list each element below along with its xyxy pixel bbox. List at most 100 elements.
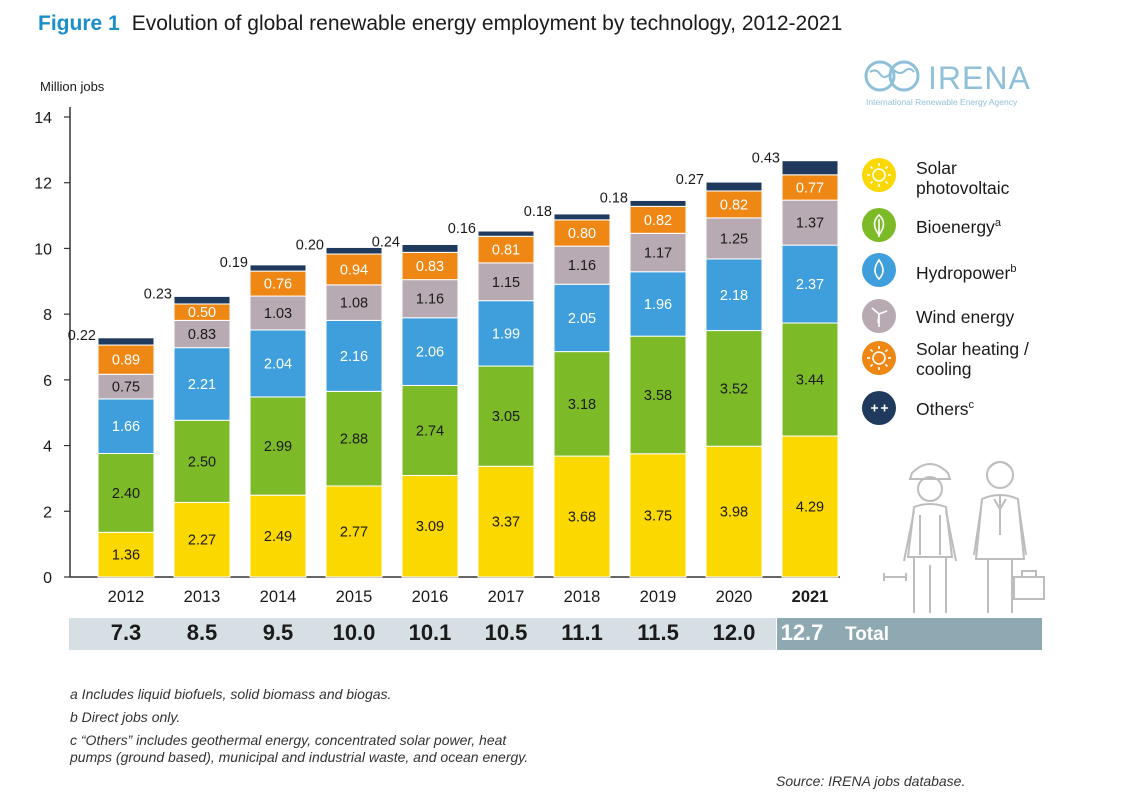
data-label: 2.40 (112, 486, 140, 502)
data-label: 3.68 (568, 510, 596, 526)
x-tick-label: 2017 (488, 588, 525, 606)
data-label: 1.16 (416, 292, 444, 308)
data-label: 0.23 (144, 286, 172, 302)
data-label: 0.77 (796, 180, 824, 196)
x-tick-label: 2021 (792, 588, 829, 606)
plus-minus-icon (862, 391, 896, 425)
totals-label: Total (845, 624, 889, 645)
footnote-a: a Includes liquid biofuels, solid biomas… (70, 686, 392, 702)
legend-label: Wind energy (916, 307, 1015, 327)
data-label: 0.83 (188, 327, 216, 343)
data-label: 1.16 (568, 258, 596, 274)
logo-subtitle: International Renewable Energy Agency (866, 97, 1018, 107)
bar-segment (325, 390, 383, 487)
data-label: 3.09 (416, 519, 444, 535)
bar-segment (553, 213, 611, 221)
bar-segment (705, 181, 763, 192)
total-value: 10.0 (332, 620, 376, 645)
bar-segment (477, 300, 535, 367)
total-value: 9.5 (262, 620, 294, 645)
bar-segment (553, 245, 611, 285)
total-value: 10.1 (408, 620, 452, 645)
data-label: 1.08 (340, 296, 368, 312)
legend-item-solar-pv: Solar photovoltaic (862, 155, 1082, 198)
y-tick-label: 14 (34, 110, 52, 127)
bar-segment (97, 531, 155, 578)
x-tick-label: 2019 (640, 588, 677, 606)
total-value: 11.1 (561, 620, 603, 645)
bar-segment (553, 283, 611, 353)
data-label: 0.75 (112, 380, 140, 396)
data-label: 0.81 (492, 243, 520, 259)
figure-title-text: Evolution of global renewable energy emp… (131, 12, 843, 35)
legend-item-wind: Wind energy (862, 299, 1082, 339)
data-label: 1.36 (112, 548, 140, 564)
x-tick-label: 2012 (108, 588, 145, 606)
data-label: 2.16 (340, 349, 368, 365)
data-label: 0.82 (720, 197, 748, 213)
logo-name: IRENA (928, 60, 1031, 96)
bar-segment (97, 373, 155, 400)
bar-segment (401, 251, 459, 281)
bar-segment (781, 199, 839, 246)
legend-label: Bioenergya (916, 216, 1001, 237)
y-axis-label: Million jobs (40, 79, 105, 94)
data-label: 0.83 (416, 259, 444, 275)
data-label: 1.25 (720, 231, 748, 247)
footnote-c: c “Others” includes geothermal energy, c… (70, 732, 529, 765)
legend-label: Hydropowerb (916, 262, 1017, 283)
total-value: 7.3 (110, 620, 142, 645)
data-label: 0.16 (448, 221, 476, 237)
legend-item-bioenergy: Bioenergya (862, 205, 1082, 245)
bar-segment (629, 271, 687, 337)
y-tick-label: 6 (43, 373, 52, 390)
water-drop-icon (862, 253, 896, 287)
data-label: 0.80 (568, 226, 596, 242)
totals-band-highlight (777, 618, 1042, 650)
bar-segment (401, 384, 459, 476)
bar-segment (629, 199, 687, 207)
data-label: 1.37 (796, 216, 824, 232)
y-tick-label: 8 (43, 307, 52, 324)
data-label: 2.06 (416, 345, 444, 361)
bar-segment (401, 474, 459, 578)
workers-illustration-icon (883, 461, 1045, 613)
bar-segment (173, 501, 231, 578)
data-label: 3.37 (492, 515, 520, 531)
data-label: 3.05 (492, 409, 520, 425)
legend-label: Solar photovoltaic (916, 158, 1010, 198)
bar-segment (249, 270, 307, 297)
data-label: 2.21 (188, 377, 216, 393)
bar-segment (173, 319, 231, 349)
bar-segment (553, 219, 611, 247)
data-label: 1.99 (492, 326, 520, 342)
x-tick-label: 2013 (184, 588, 221, 606)
data-label: 2.50 (188, 454, 216, 470)
bar-segment (781, 174, 839, 201)
data-label: 3.18 (568, 397, 596, 413)
bar-segment (401, 243, 459, 253)
bar-segment (249, 264, 307, 272)
data-label: 2.18 (720, 288, 748, 304)
data-label: 4.29 (796, 500, 824, 516)
bar-segment (249, 329, 307, 398)
data-label: 3.98 (720, 505, 748, 521)
wind-turbine-icon (862, 299, 896, 333)
bar-segment (249, 494, 307, 578)
footnote-b: b Direct jobs only. (70, 709, 181, 725)
data-label: 3.44 (796, 373, 824, 389)
data-label: 3.75 (644, 508, 672, 524)
data-label: 1.96 (644, 297, 672, 313)
bar-segment (477, 262, 535, 302)
data-label: 3.58 (644, 388, 672, 404)
legend-item-solar-heating: Solar heating / cooling (862, 339, 1082, 381)
x-tick-label: 2014 (260, 588, 297, 606)
bar-segment (629, 232, 687, 273)
figure-number: Figure 1 (38, 12, 120, 35)
bar-segment (401, 317, 459, 386)
data-label: 0.94 (340, 262, 368, 278)
legend-item-others: Othersc (862, 391, 1082, 431)
total-value: 8.5 (186, 620, 218, 645)
x-tick-label: 2020 (716, 588, 753, 606)
